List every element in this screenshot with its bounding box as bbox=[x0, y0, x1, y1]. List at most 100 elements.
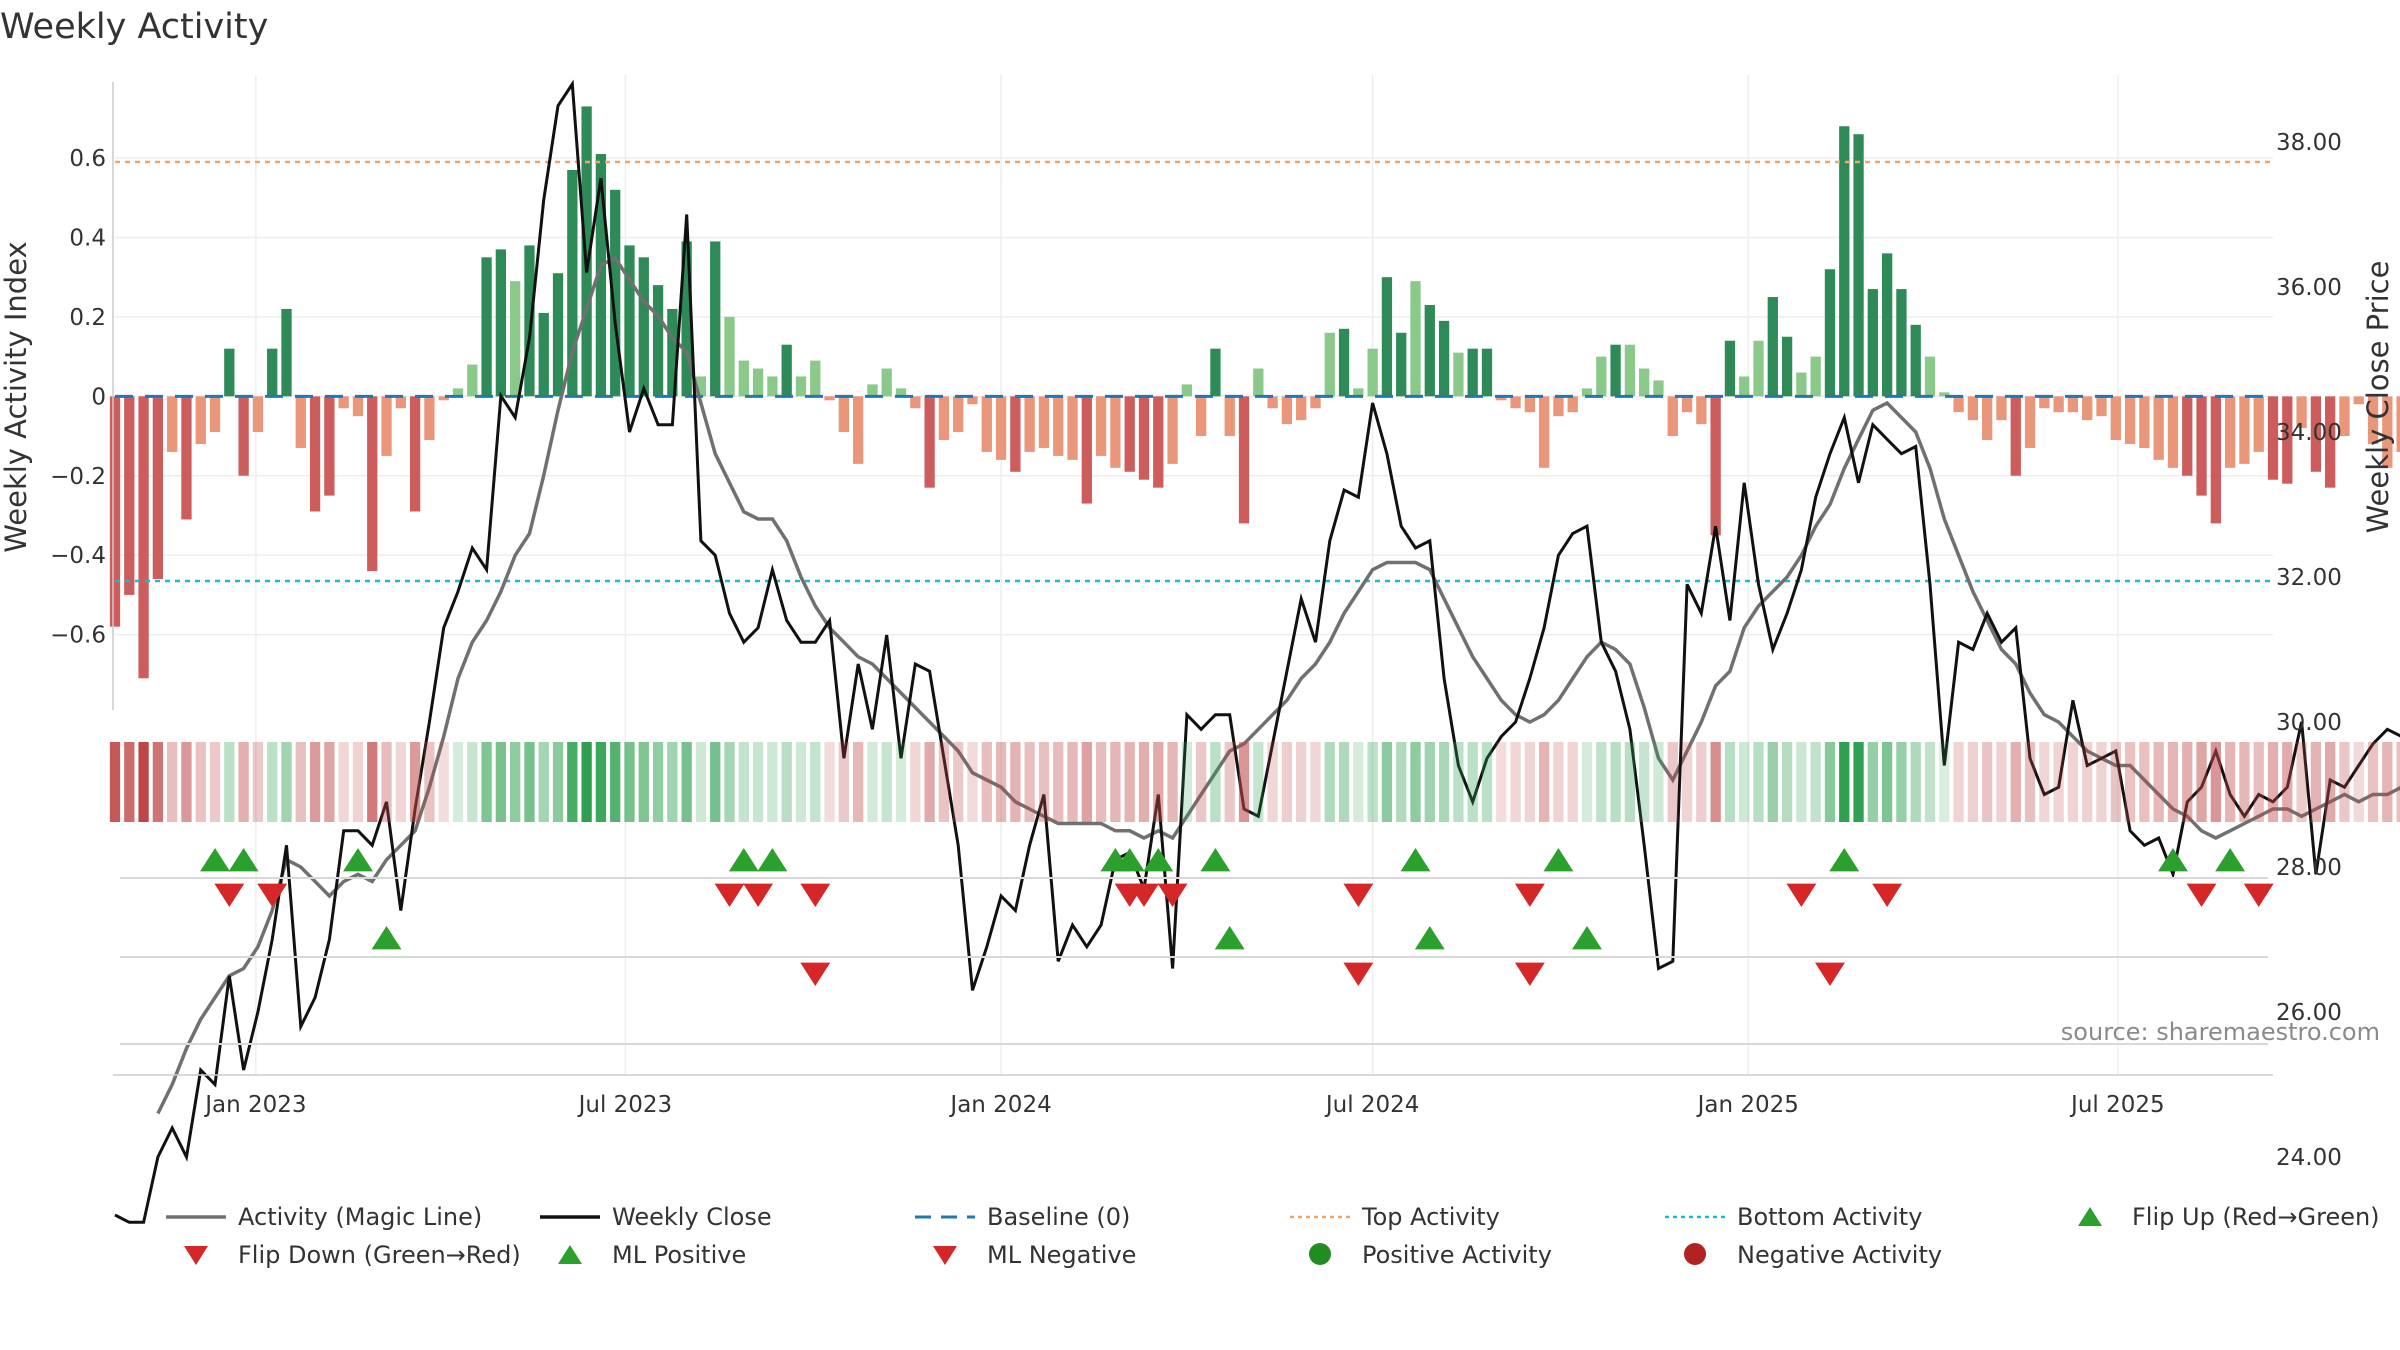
heat-cell bbox=[295, 742, 306, 822]
heat-cell bbox=[124, 742, 135, 822]
flip-down-marker bbox=[1872, 883, 1903, 907]
heat-cell bbox=[1310, 742, 1321, 822]
activity-bar bbox=[1610, 344, 1621, 397]
activity-bar bbox=[710, 241, 721, 397]
heat-cell bbox=[881, 742, 892, 822]
activity-bar bbox=[538, 312, 549, 397]
grid-lines bbox=[115, 75, 2273, 1075]
activity-bar bbox=[1438, 320, 1450, 397]
y2-tick-label: 30.00 bbox=[2276, 710, 2342, 736]
legend: Activity (Magic Line) Weekly Close Baselin… bbox=[166, 1203, 2380, 1269]
legend-item: Negative Activity bbox=[1684, 1241, 1942, 1269]
activity-bar bbox=[638, 257, 649, 397]
activity-bar bbox=[1167, 396, 1178, 464]
heat-cell bbox=[838, 742, 850, 822]
magic-line bbox=[156, 255, 2400, 1115]
heat-cell bbox=[238, 742, 249, 822]
activity-bar bbox=[1724, 340, 1736, 397]
activity-bar bbox=[1324, 332, 1335, 397]
heat-cell bbox=[1710, 742, 1721, 822]
activity-bar bbox=[967, 396, 978, 405]
activity-bar bbox=[652, 285, 664, 397]
activity-bar bbox=[1510, 396, 1521, 409]
activity-bar bbox=[581, 106, 592, 397]
legend-label: Flip Down (Green→Red) bbox=[238, 1241, 521, 1269]
heat-cell bbox=[1667, 742, 1678, 822]
activity-bar bbox=[1253, 368, 1264, 397]
chart-title: Weekly Activity bbox=[0, 7, 268, 47]
heat-cell bbox=[167, 742, 178, 822]
heat-cell bbox=[2124, 742, 2136, 822]
activity-bar bbox=[910, 396, 921, 409]
heat-cell bbox=[2067, 742, 2079, 822]
heat-cell bbox=[1939, 742, 1950, 822]
heat-cell bbox=[538, 742, 549, 822]
heat-cell bbox=[895, 742, 907, 822]
heat-cell bbox=[1681, 742, 1693, 822]
heat-cell bbox=[1967, 742, 1979, 822]
heat-cell bbox=[2210, 742, 2221, 822]
activity-bar bbox=[1796, 372, 1807, 397]
heat-cell bbox=[338, 742, 349, 822]
heat-cell bbox=[1739, 742, 1750, 822]
heat-cell bbox=[752, 742, 764, 822]
legend-label: Weekly Close bbox=[612, 1203, 772, 1231]
heat-cell bbox=[638, 742, 649, 822]
activity-bar bbox=[1110, 396, 1121, 468]
heat-cell bbox=[2253, 742, 2264, 822]
activity-bar bbox=[2010, 396, 2021, 476]
flip-down-marker bbox=[2186, 883, 2217, 907]
activity-bar bbox=[1467, 348, 1478, 397]
activity-bar bbox=[938, 396, 950, 441]
heat-cell bbox=[2339, 742, 2350, 822]
heat-cell bbox=[1453, 742, 1464, 822]
heat-cell bbox=[2224, 742, 2236, 822]
activity-bar bbox=[1310, 396, 1321, 409]
activity-bar bbox=[1653, 380, 1664, 397]
flip-up-marker bbox=[343, 848, 373, 872]
activity-bar bbox=[238, 396, 249, 476]
legend-item: Top Activity bbox=[1290, 1203, 1500, 1231]
heat-cell bbox=[2082, 742, 2093, 822]
heat-cell bbox=[381, 742, 392, 822]
activity-bar bbox=[1996, 396, 2007, 421]
activity-bar bbox=[1267, 396, 1278, 409]
legend-label: Bottom Activity bbox=[1737, 1203, 1922, 1231]
activity-bar bbox=[2396, 396, 2400, 452]
heat-cell bbox=[1824, 742, 1836, 822]
activity-bar bbox=[1281, 396, 1293, 425]
y2-tick-label: 38.00 bbox=[2276, 130, 2342, 156]
heat-cell bbox=[1424, 742, 1435, 822]
heat-cell bbox=[1924, 742, 1936, 822]
heat-cell bbox=[1639, 742, 1650, 822]
y-tick-label: 0.2 bbox=[69, 305, 106, 331]
activity-bar bbox=[2296, 396, 2307, 429]
activity-bars bbox=[109, 106, 2400, 679]
heat-cell bbox=[967, 742, 978, 822]
heat-cell bbox=[1753, 742, 1764, 822]
heat-cell bbox=[2139, 742, 2150, 822]
activity-bar bbox=[224, 348, 235, 397]
heat-cell bbox=[1653, 742, 1664, 822]
activity-bar bbox=[895, 388, 907, 397]
y2-tick-label: 24.00 bbox=[2276, 1145, 2342, 1171]
activity-bar bbox=[1867, 289, 1878, 397]
activity-bar bbox=[2382, 396, 2393, 468]
legend-swatch bbox=[1684, 1243, 1706, 1265]
activity-bar bbox=[1381, 277, 1393, 397]
activity-bar bbox=[867, 384, 878, 397]
heat-cell bbox=[252, 742, 264, 822]
activity-bar bbox=[724, 316, 735, 397]
ml-positive-marker bbox=[371, 926, 402, 950]
heat-cell bbox=[438, 742, 449, 822]
heat-cell bbox=[1138, 742, 1150, 822]
heat-cell bbox=[738, 742, 749, 822]
heat-cell bbox=[1724, 742, 1736, 822]
legend-swatch bbox=[558, 1245, 582, 1264]
heat-cell bbox=[1553, 742, 1564, 822]
activity-bar bbox=[438, 396, 449, 401]
activity-bar bbox=[367, 396, 378, 572]
heat-cell bbox=[2282, 742, 2293, 822]
activity-bar bbox=[381, 396, 392, 456]
heat-cell bbox=[1853, 742, 1864, 822]
